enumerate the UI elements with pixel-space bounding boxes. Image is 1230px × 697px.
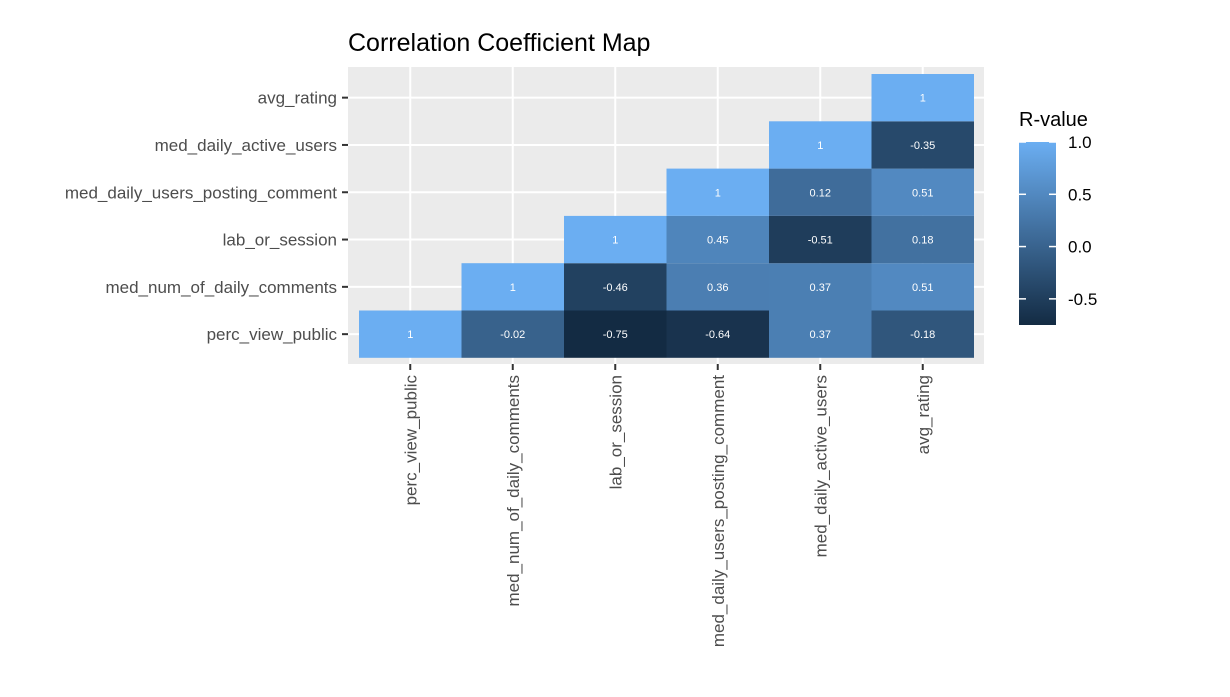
cell-value-label: -0.18	[910, 329, 935, 341]
y-tick-label: lab_or_session	[223, 231, 337, 250]
color-legend: R-value 1.0 0.5 0.0 -0.5	[1019, 109, 1097, 325]
heatmap-cell	[564, 215, 667, 264]
heatmap-cell	[666, 263, 769, 311]
cell-value-label: -0.35	[910, 140, 935, 152]
cell-value-label: -0.46	[603, 282, 628, 294]
heatmap-cell	[871, 74, 974, 122]
cell-value-label: 1	[407, 329, 413, 341]
heatmap-cell	[769, 215, 872, 264]
heatmap-cell	[769, 121, 872, 169]
heatmap-cell	[871, 310, 974, 358]
cell-value-label: 0.37	[810, 282, 831, 294]
legend-colorbar	[1019, 142, 1056, 325]
heatmap-cell	[871, 215, 974, 264]
cell-value-label: -0.75	[603, 329, 628, 341]
legend-title: R-value	[1019, 109, 1088, 131]
plot-panel: 1 -0.02 -0.75 -0.64 0.37 -0.18 1 -0.46 0.36 0.37 0…	[65, 67, 984, 647]
cell-value-label: 0.51	[912, 282, 933, 294]
cell-value-label: 0.36	[707, 282, 728, 294]
cell-value-label: 0.18	[912, 235, 933, 247]
cell-value-label: 0.51	[912, 187, 933, 199]
cell-value-label: 1	[920, 93, 926, 105]
cell-value-label: 0.12	[810, 187, 831, 199]
cell-value-label: -0.02	[500, 329, 525, 341]
x-tick-label: lab_or_session	[606, 375, 625, 489]
y-tick-label: avg_rating	[258, 89, 337, 108]
heatmap-cell	[564, 263, 667, 311]
cell-value-label: 1	[612, 235, 618, 247]
chart-title: Correlation Coefficient Map	[348, 29, 650, 57]
x-tick-label: avg_rating	[914, 375, 933, 454]
heatmap-cell	[769, 263, 872, 311]
legend-tick-label: 0.5	[1068, 185, 1092, 204]
x-tick-label: med_daily_users_posting_comment	[709, 375, 728, 647]
heatmap-cell	[666, 310, 769, 358]
cell-value-label: 1	[817, 140, 823, 152]
heatmap-cell	[461, 310, 564, 358]
y-tick-label: med_daily_users_posting_comment	[65, 183, 337, 202]
heatmap-cell	[666, 215, 769, 264]
heatmap-cell	[769, 168, 872, 216]
x-tick-label: perc_view_public	[401, 375, 420, 506]
legend-tick-label: -0.5	[1068, 290, 1097, 309]
heatmap-cell	[769, 310, 872, 358]
heatmap-cell	[871, 168, 974, 216]
cell-value-label: 1	[510, 282, 516, 294]
cell-value-label: 0.37	[810, 329, 831, 341]
cell-value-label: 0.45	[707, 235, 728, 247]
heatmap-cell	[666, 168, 769, 216]
y-tick-label: med_num_of_daily_comments	[105, 278, 337, 297]
cell-value-label: -0.64	[705, 329, 730, 341]
y-tick-label: perc_view_public	[207, 325, 338, 344]
cell-value-label: -0.51	[808, 235, 833, 247]
legend-tick-label: 1.0	[1068, 133, 1092, 152]
heatmap-cell	[359, 310, 462, 358]
heatmap-cell	[564, 310, 667, 358]
heatmap-cell	[871, 121, 974, 169]
x-tick-label: med_num_of_daily_comments	[504, 375, 523, 607]
y-tick-label: med_daily_active_users	[155, 136, 337, 155]
heatmap-cell	[461, 263, 564, 311]
heatmap-cell	[871, 263, 974, 311]
legend-tick-label: 0.0	[1068, 238, 1092, 257]
cell-value-label: 1	[715, 187, 721, 199]
x-tick-label: med_daily_active_users	[811, 375, 830, 557]
